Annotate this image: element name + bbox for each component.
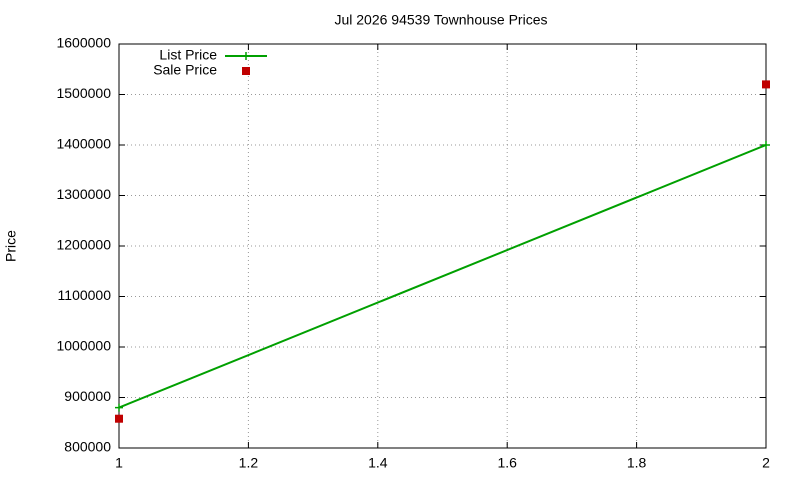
x-tick-label: 1.4: [368, 455, 388, 471]
y-tick-label: 1500000: [56, 85, 111, 101]
chart-title: Jul 2026 94539 Townhouse Prices: [334, 12, 547, 28]
point-marker: [762, 141, 770, 149]
y-tick-label: 1400000: [56, 136, 111, 152]
y-tick-label: 800000: [64, 439, 111, 455]
y-tick-label: 900000: [64, 388, 111, 404]
point-marker: [115, 414, 123, 423]
y-tick-label: 1300000: [56, 186, 111, 202]
x-tick-label: 1.2: [239, 455, 259, 471]
x-tick-label: 1.8: [627, 455, 647, 471]
y-tick-label: 1100000: [58, 287, 112, 303]
y-tick-label: 1000000: [56, 338, 111, 354]
point-marker: [762, 80, 770, 89]
legend-swatch: [242, 67, 250, 75]
series-line: [118, 144, 767, 409]
plot-border: [118, 43, 767, 449]
y-axis-label: Price: [3, 230, 19, 262]
legend-swatch: [242, 52, 250, 60]
point-marker: [115, 403, 123, 412]
x-tick-label: 1: [115, 455, 123, 471]
legend-label: Sale Price: [153, 62, 217, 78]
legend-label: List Price: [159, 47, 217, 63]
x-tick-label: 2: [762, 455, 770, 471]
y-tick-label: 1200000: [56, 237, 111, 253]
x-tick-label: 1.6: [497, 455, 517, 471]
y-tick-label: 1600000: [56, 35, 111, 51]
